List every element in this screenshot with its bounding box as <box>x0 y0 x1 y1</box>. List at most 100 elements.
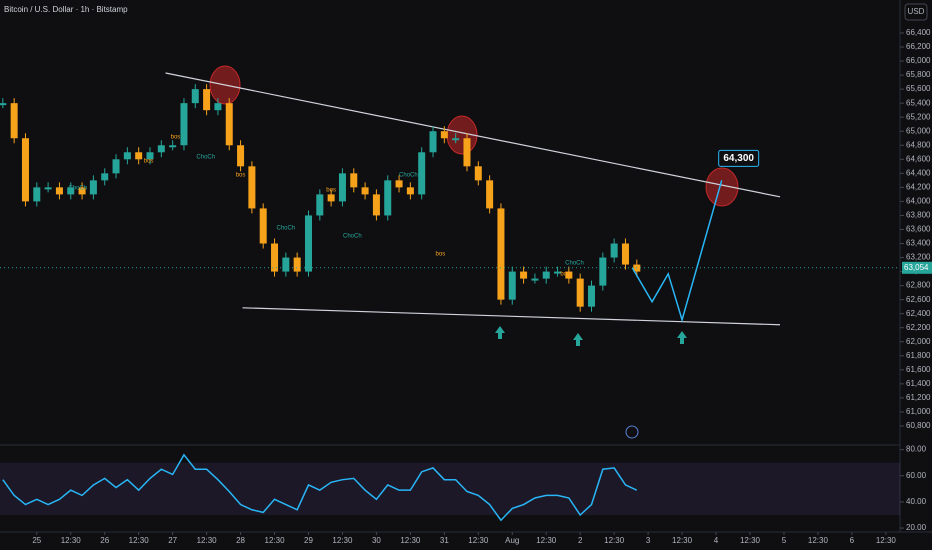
x-tick-label: 31 <box>440 536 449 545</box>
x-tick-label: 12:30 <box>468 536 489 545</box>
y-tick-label: 61,800 <box>906 351 931 360</box>
up-arrow <box>495 326 505 339</box>
annotation: bos <box>236 173 246 179</box>
y-tick-label: 62,800 <box>906 281 931 290</box>
candle <box>10 103 18 139</box>
candle <box>576 278 584 307</box>
x-tick-label: 12:30 <box>332 536 353 545</box>
annotation: ChoCh <box>68 186 87 192</box>
candle <box>123 152 131 160</box>
y-tick-label: 65,800 <box>906 70 931 79</box>
projection-line <box>631 180 723 323</box>
x-tick-label: 12:30 <box>265 536 286 545</box>
candle <box>21 138 29 202</box>
candle <box>350 173 358 188</box>
x-tick-label: 12:30 <box>61 536 82 545</box>
candle <box>474 166 482 181</box>
x-tick-label: 12:30 <box>129 536 150 545</box>
y-tick-label: 80.00 <box>906 445 927 454</box>
x-tick-label: 12:30 <box>536 536 557 545</box>
candle <box>248 166 256 209</box>
x-tick-label: 12:30 <box>400 536 421 545</box>
y-tick-label: 61,400 <box>906 379 931 388</box>
x-tick-label: 4 <box>714 536 719 545</box>
x-tick-label: 28 <box>236 536 245 545</box>
candle <box>440 131 448 139</box>
annotation: bos <box>171 135 181 141</box>
trendline <box>165 72 781 198</box>
x-tick-label: Aug <box>505 536 519 545</box>
y-tick-label: 63,600 <box>906 225 931 234</box>
candle <box>452 138 460 141</box>
y-tick-label: 64,000 <box>906 197 931 206</box>
candle <box>282 257 290 272</box>
candle <box>621 243 629 265</box>
annotation: bos <box>144 159 154 165</box>
annotation: bos <box>436 252 446 258</box>
candle <box>271 243 279 272</box>
candle <box>157 145 165 153</box>
candle <box>78 187 86 195</box>
y-tick-label: 60,800 <box>906 421 931 430</box>
annotation: ChoCh <box>565 261 584 267</box>
currency-label: USD <box>908 7 925 16</box>
candle <box>372 194 380 216</box>
candle <box>327 194 335 202</box>
candle <box>316 194 324 216</box>
candle <box>429 131 437 153</box>
candle <box>135 152 143 160</box>
annotation: bos <box>560 272 570 278</box>
candle <box>237 145 245 167</box>
y-tick-label: 66,200 <box>906 42 931 51</box>
x-tick-label: 12:30 <box>808 536 829 545</box>
annotation: ChoCh <box>277 226 296 232</box>
candle <box>0 103 7 106</box>
candle <box>203 89 211 111</box>
candle <box>588 285 596 307</box>
x-tick-label: 29 <box>304 536 313 545</box>
candle <box>565 271 573 279</box>
y-tick-label: 65,000 <box>906 126 931 135</box>
candle <box>304 215 312 272</box>
candle <box>531 278 539 281</box>
candle <box>101 173 109 181</box>
y-tick-label: 64,800 <box>906 140 931 149</box>
currency-button[interactable] <box>904 3 928 21</box>
candle <box>169 145 177 148</box>
x-tick-label: 12:30 <box>876 536 897 545</box>
last-price-tag <box>902 261 932 274</box>
x-tick-label: 3 <box>646 536 651 545</box>
x-tick-label: 27 <box>168 536 177 545</box>
x-tick-label: 2 <box>578 536 583 545</box>
candle <box>225 103 233 146</box>
annotation: ChoCh <box>399 173 418 179</box>
x-tick-label: 12:30 <box>604 536 625 545</box>
candle <box>89 180 97 195</box>
y-tick-label: 66,400 <box>906 28 931 37</box>
x-tick-label: 5 <box>782 536 787 545</box>
x-tick-label: 25 <box>32 536 41 545</box>
callout-box <box>718 149 760 167</box>
candle <box>146 152 154 160</box>
x-tick-label: 26 <box>100 536 109 545</box>
callout-label: 64,300 <box>723 153 754 164</box>
candle <box>384 180 392 216</box>
candle <box>361 187 369 195</box>
candle <box>259 208 267 244</box>
y-tick-label: 40.00 <box>906 497 927 506</box>
candle <box>180 103 188 146</box>
candle <box>520 271 528 279</box>
y-tick-label: 63,800 <box>906 211 931 220</box>
x-tick-label: 12:30 <box>197 536 218 545</box>
x-tick-label: 30 <box>372 536 381 545</box>
candle <box>497 208 505 300</box>
icon[interactable] <box>625 425 639 439</box>
candle <box>214 103 222 111</box>
y-tick-label: 61,600 <box>906 365 931 374</box>
trendline <box>242 307 781 326</box>
y-tick-label: 65,200 <box>906 112 931 121</box>
candle <box>610 243 618 258</box>
candle <box>406 187 414 195</box>
candle <box>554 271 562 274</box>
